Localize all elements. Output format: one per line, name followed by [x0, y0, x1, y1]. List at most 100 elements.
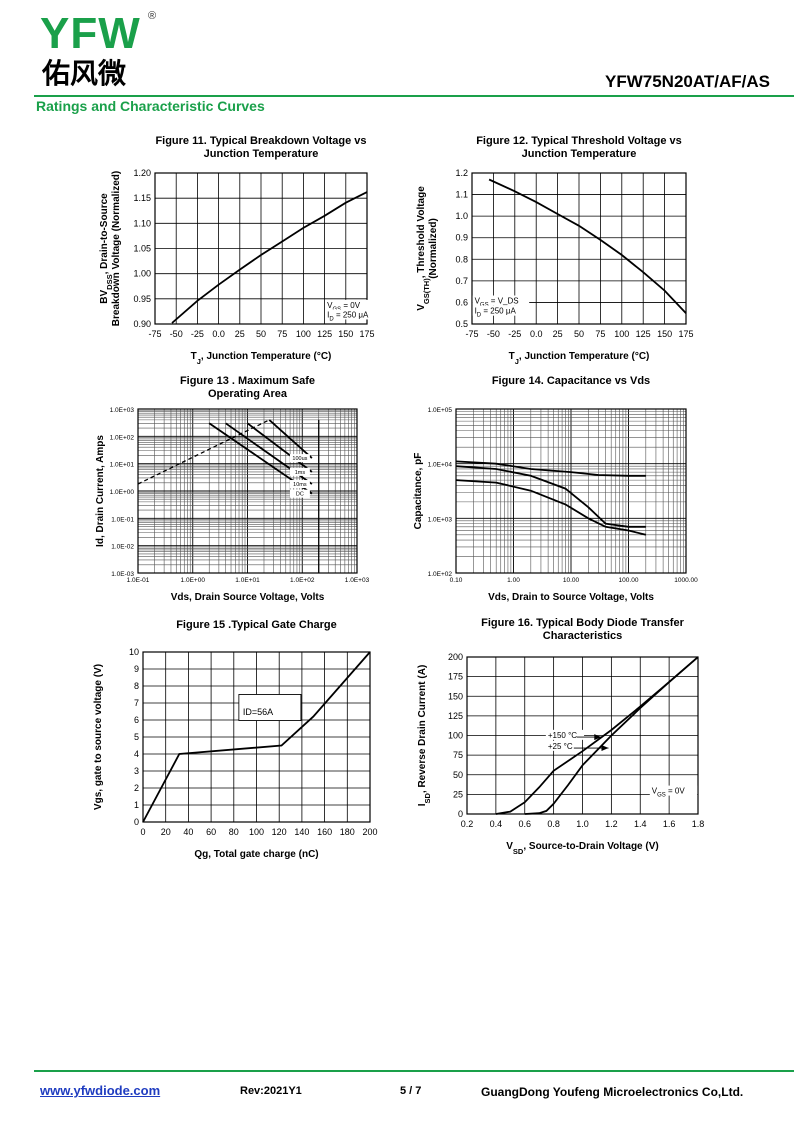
x-tick-label: 180	[340, 827, 355, 837]
x-tick-label: -25	[191, 329, 204, 339]
annotation-text: +25 °C	[548, 742, 573, 751]
x-tick-label: 100	[296, 329, 311, 339]
y-tick-label: 0	[458, 809, 463, 819]
x-tick-label: 1.0E+01	[235, 577, 260, 584]
curve-label: 10ms	[293, 482, 307, 488]
chart-title: Figure 15 .Typical Gate Charge	[176, 619, 337, 631]
annotation-bg	[472, 305, 534, 316]
y-tick-label: 1.0	[455, 211, 468, 221]
y-axis-label: VGS(TH), Threshold Voltage	[416, 186, 431, 311]
y-tick-label: 6	[134, 715, 139, 725]
arrow-head	[601, 745, 609, 752]
chart-title: Junction Temperature	[204, 148, 319, 160]
y-tick-label: 75	[453, 750, 463, 760]
y-tick-label: 150	[448, 691, 463, 701]
page-number: 5 / 7	[400, 1085, 422, 1097]
x-tick-label: -75	[465, 329, 478, 339]
x-tick-label: 0.0	[212, 329, 225, 339]
fig12-chart: Figure 12. Typical Threshold Voltage vsJ…	[416, 135, 694, 366]
annotation-text: ID = 250 μA	[475, 307, 517, 319]
x-tick-label: 50	[574, 329, 584, 339]
y-tick-label: 0	[134, 817, 139, 827]
x-tick-label: 0.8	[547, 819, 560, 829]
x-tick-label: -75	[148, 329, 161, 339]
x-tick-label: 75	[277, 329, 287, 339]
x-tick-label: 1.0	[576, 819, 589, 829]
y-tick-label: 25	[453, 789, 463, 799]
y-tick-label: 1.0E+03	[428, 516, 453, 523]
y-tick-label: 3	[134, 766, 139, 776]
series-line	[268, 419, 313, 459]
annotation-text: VGS = 0V	[652, 787, 686, 799]
website-link[interactable]: www.yfwdiode.com	[40, 1083, 161, 1098]
x-tick-label: 1.0E+03	[345, 577, 370, 584]
x-tick-label: 1.8	[692, 819, 705, 829]
x-tick-label: 50	[256, 329, 266, 339]
curve-label: 100us	[292, 456, 307, 462]
x-tick-label: -50	[170, 329, 183, 339]
x-tick-label: 1.0E-01	[127, 577, 150, 584]
y-tick-label: 0.6	[455, 297, 468, 307]
x-axis-label: VSD, Source-to-Drain Voltage (V)	[506, 841, 658, 856]
y-tick-label: 0.9	[455, 233, 468, 243]
x-tick-label: 100	[614, 329, 629, 339]
annotation-text: +150 °C	[548, 731, 577, 740]
curve-label-bg	[289, 489, 310, 498]
annotation-bg	[325, 299, 373, 310]
y-tick-label: 9	[134, 664, 139, 674]
x-tick-label: 0.2	[461, 819, 474, 829]
x-tick-label: 20	[161, 827, 171, 837]
x-tick-label: 100	[249, 827, 264, 837]
y-tick-label: 1.10	[133, 218, 151, 228]
x-tick-label: 160	[317, 827, 332, 837]
y-tick-label: 1.1	[455, 190, 468, 200]
x-tick-label: 25	[553, 329, 563, 339]
y-tick-label: 1.0E+01	[110, 462, 135, 469]
annotation-text: ID=56A	[243, 707, 273, 717]
y-axis-label: Vgs, gate to source voltage (V)	[93, 664, 104, 810]
y-tick-label: 2	[134, 783, 139, 793]
chart-title: Figure 11. Typical Breakdown Voltage vs	[155, 135, 366, 147]
x-axis-label: Vds, Drain to Source Voltage, Volts	[488, 592, 654, 603]
section-title: Ratings and Characteristic Curves	[36, 98, 265, 114]
x-tick-label: 1.0E+02	[290, 577, 315, 584]
logo-text: YFW	[40, 9, 141, 58]
y-tick-label: 1.05	[133, 244, 151, 254]
annotation-bg	[649, 785, 698, 796]
chart-title: Characteristics	[543, 630, 623, 642]
x-tick-label: 0.6	[518, 819, 531, 829]
curve-label-bg	[289, 467, 310, 476]
y-tick-label: 1.15	[133, 193, 151, 203]
curve-label-bg	[289, 480, 310, 489]
plot-frame	[137, 408, 358, 574]
y-tick-label: 1.0E+02	[110, 434, 135, 441]
annotation-bg	[545, 740, 580, 751]
x-tick-label: 25	[235, 329, 245, 339]
plot-frame	[471, 172, 687, 325]
series-line	[455, 465, 646, 528]
plot-frame	[455, 408, 687, 574]
x-tick-label: 0	[140, 827, 145, 837]
x-axis-label: Vds, Drain Source Voltage, Volts	[171, 592, 325, 603]
y-tick-label: 0.7	[455, 276, 468, 286]
y-tick-label: 5	[134, 732, 139, 742]
y-tick-label: 0.95	[133, 294, 151, 304]
y-tick-label: 1.0E-02	[111, 544, 134, 551]
arrow-head	[594, 734, 602, 741]
curve-label: DC	[296, 492, 304, 498]
y-tick-label: 10	[129, 647, 139, 657]
x-tick-label: -50	[487, 329, 500, 339]
series-line	[171, 191, 368, 324]
annotation-box	[238, 694, 302, 721]
plot-frame	[466, 656, 699, 815]
x-axis-label: Qg, Total gate charge (nC)	[194, 849, 318, 860]
x-tick-label: 60	[206, 827, 216, 837]
y-tick-label: 1	[134, 800, 139, 810]
y-tick-label: 175	[448, 672, 463, 682]
header-divider	[34, 95, 794, 97]
company-name: GuangDong Youfeng Microelectronics Co,Lt…	[481, 1085, 744, 1099]
chart-title: Figure 16. Typical Body Diode Transfer	[481, 617, 684, 629]
annotation-text: ID = 250 μA	[327, 310, 369, 322]
